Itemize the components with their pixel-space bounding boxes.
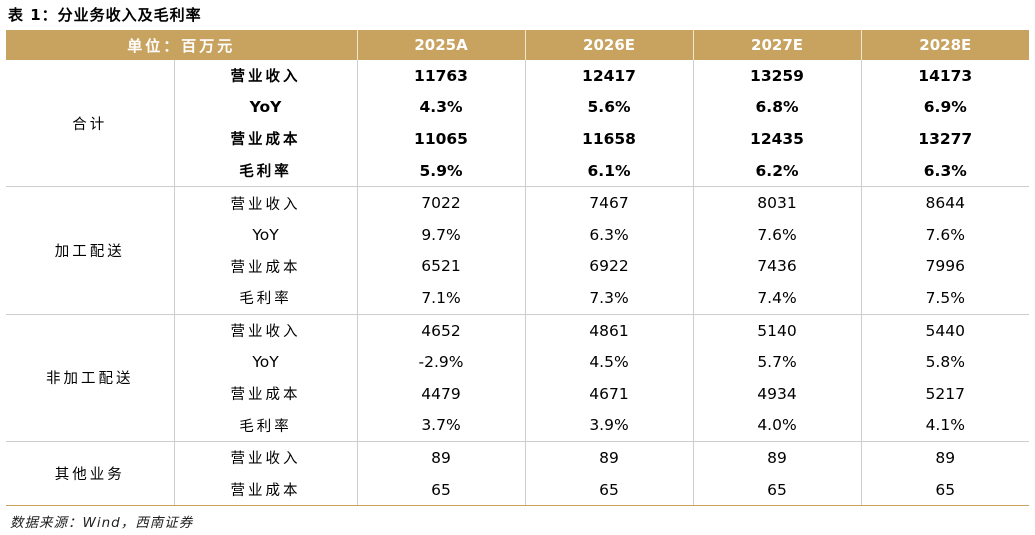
value-cell: 6521 [357,250,526,283]
value-cell: 11658 [525,123,694,155]
value-cell: 89 [693,441,862,474]
value-cell: 5.6% [525,91,694,124]
table-row: YoY 9.7% 6.3% 7.6% 7.6% [6,218,1029,251]
value-cell: 12435 [693,123,862,155]
metric-label: 营业收入 [174,60,358,92]
value-cell: 7022 [357,186,526,219]
table-row: 营业成本 65 65 65 65 [6,473,1030,507]
value-cell: 65 [861,473,1030,507]
value-cell: 6.3% [525,218,694,251]
table-row: YoY -2.9% 4.5% 5.7% 5.8% [6,346,1029,378]
value-cell: 5440 [925,321,965,340]
metric-label: 营业成本 [174,250,358,283]
value-cell: 5.8% [925,353,965,372]
header-row: 单位：百万元 2025A 2026E 2027E 2028E [6,30,1030,60]
value-cell: 6.9% [923,98,967,117]
metric-label: 营业收入 [174,314,358,347]
value-cell: 12417 [525,60,694,92]
value-cell: 89 [935,448,956,467]
segment-label: 其他业务 [6,441,175,507]
value-cell: 89 [525,441,694,474]
value-cell: 5140 [693,314,862,347]
value-cell: 3.7% [357,409,526,443]
value-cell: 65 [357,473,526,507]
year-header: 2026E [525,30,694,60]
value-cell: 7.4% [693,282,862,315]
value-cell: 4.5% [525,346,694,378]
metric-label: YoY [174,218,358,251]
value-cell: 13277 [918,129,973,148]
value-cell: 6922 [525,250,694,283]
metric-label: 营业成本 [174,473,358,507]
metric-label: YoY [174,346,358,378]
metric-label: YoY [174,91,358,124]
segment-label: 加工配送 [6,186,175,315]
segment-label: 非加工配送 [6,314,175,443]
year-header: 2025A [357,30,526,60]
value-cell: 11763 [357,60,526,92]
value-cell: 4.0% [693,409,862,443]
table-row: 营业成本 6521 6922 7436 7996 [6,250,1029,283]
value-cell: 7467 [525,186,694,219]
revenue-margin-table: 单位：百万元 2025A 2026E 2027E 2028E 合计 营业收入 117… [6,30,1030,507]
metric-label: 营业收入 [174,186,358,219]
value-cell: 8644 [925,194,965,213]
table-row: YoY 4.3% 5.6% 6.8% 6.9% [6,91,1029,124]
value-cell: 6.1% [525,154,694,188]
value-cell: 3.9% [525,409,694,443]
year-header: 2028E [861,30,1030,60]
value-cell: 7436 [693,250,862,283]
value-cell: 4861 [525,314,694,347]
value-cell: 6.2% [693,154,862,188]
value-cell: 5217 [925,384,965,403]
value-cell: 65 [525,473,694,507]
value-cell: 7996 [925,257,965,276]
table-row: 营业成本 11065 11658 12435 13277 [6,123,1029,155]
table-caption: 表 1：分业务收入及毛利率 [8,6,202,24]
unit-header: 单位：百万元 [6,30,358,60]
value-cell: -2.9% [357,346,526,378]
value-cell: 8031 [693,186,862,219]
value-cell: 5.9% [357,154,526,188]
value-cell: 4479 [357,377,526,410]
metric-label: 营业成本 [174,377,358,410]
value-cell: 13259 [693,60,862,92]
table-row: 毛利率 5.9% 6.1% 6.2% 6.3% [6,154,1030,188]
value-cell: 4652 [357,314,526,347]
value-cell: 4.1% [861,409,1030,443]
value-cell: 6.3% [861,154,1030,188]
value-cell: 7.5% [861,282,1030,315]
value-cell: 65 [693,473,862,507]
value-cell: 14173 [918,66,973,85]
table-body: 合计 营业收入 11763 12417 13259 14173 YoY 4.3% 5.6% 6.8… [6,60,1030,507]
value-cell: 9.7% [357,218,526,251]
metric-label: 毛利率 [174,282,358,315]
value-cell: 7.6% [925,225,965,244]
metric-label: 营业成本 [174,123,358,155]
value-cell: 89 [357,441,526,474]
table-row: 其他业务 营业收入 89 89 89 89 [6,441,1029,507]
table-row: 合计 营业收入 11763 12417 13259 14173 [6,60,1029,188]
metric-label: 毛利率 [174,409,358,443]
table-row: 加工配送 营业收入 7022 7467 8031 8644 [6,186,1029,315]
source-note: 数据来源：Wind，西南证券 [10,515,194,531]
table-row: 营业成本 4479 4671 4934 5217 [6,377,1029,410]
table-row: 毛利率 3.7% 3.9% 4.0% 4.1% [6,409,1030,443]
value-cell: 4671 [525,377,694,410]
value-cell: 11065 [357,123,526,155]
year-header: 2027E [693,30,862,60]
table-row: 非加工配送 营业收入 4652 4861 5140 5440 [6,314,1029,443]
segment-label: 合计 [6,60,175,188]
value-cell: 5.7% [693,346,862,378]
value-cell: 7.6% [693,218,862,251]
value-cell: 4934 [693,377,862,410]
metric-label: 营业收入 [174,441,358,474]
value-cell: 6.8% [693,91,862,124]
metric-label: 毛利率 [174,154,358,188]
value-cell: 7.1% [357,282,526,315]
value-cell: 7.3% [525,282,694,315]
value-cell: 4.3% [357,91,526,124]
table-row: 毛利率 7.1% 7.3% 7.4% 7.5% [6,282,1030,315]
